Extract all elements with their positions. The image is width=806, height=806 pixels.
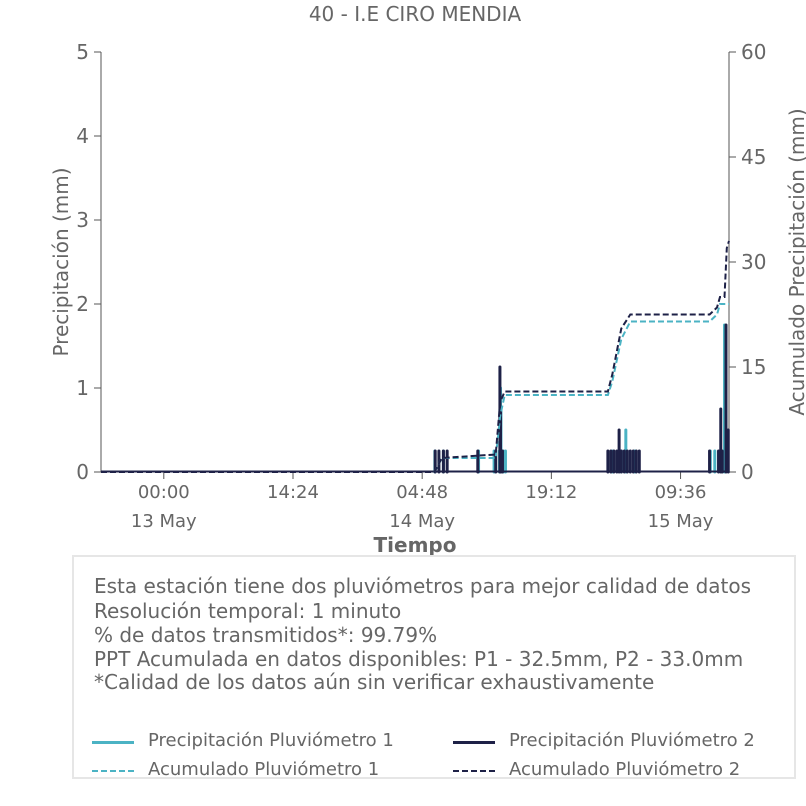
chart-title: 40 - I.E CIRO MENDIA: [309, 2, 522, 26]
y-tick-label: 5: [76, 40, 89, 64]
legend-label-acc1: Acumulado Pluviómetro 1: [148, 759, 380, 780]
legend-swatch-acc1: [92, 770, 134, 772]
legend-label-acc2: Acumulado Pluviómetro 2: [509, 759, 741, 780]
info-line-transmitted: % de datos transmitidos*: 99.79%: [94, 623, 438, 647]
info-line-quality: *Calidad de los datos aún sin verificar …: [94, 670, 655, 694]
legend-label-p2: Precipitación Pluviómetro 2: [509, 730, 755, 751]
y2-tick-label: 60: [741, 40, 766, 64]
x-tick-date-label: 15 May: [648, 511, 714, 532]
info-line-resolution: Resolución temporal: 1 minuto: [94, 599, 402, 623]
x-tick-label: 00:00: [138, 482, 190, 503]
y-tick-label: 1: [76, 376, 89, 400]
cumulative-line-2: [101, 240, 730, 473]
info-line-accumulated: PPT Acumulada en datos disponibles: P1 -…: [94, 647, 744, 671]
cumulative-line-1: [101, 303, 729, 473]
y-tick-label: 3: [76, 208, 89, 232]
y2-axis-label: Acumulado Precipitación (mm): [785, 108, 806, 415]
x-axis-label: Tiempo: [374, 533, 457, 557]
bar-series: [101, 323, 730, 474]
y-tick-label: 4: [76, 124, 89, 148]
x-tick-date-label: 14 May: [389, 511, 455, 532]
y2-tick-label: 30: [741, 250, 766, 274]
legend-swatch-p2: [453, 741, 495, 744]
y-tick-label: 0: [76, 460, 89, 484]
x-tick-label: 14:24: [267, 482, 319, 503]
legend-swatch-p1: [92, 741, 134, 744]
y-tick-label: 2: [76, 292, 89, 316]
x-tick-date-label: 13 May: [131, 511, 197, 532]
y2-tick-label: 0: [741, 460, 754, 484]
info-box: Esta estación tiene dos pluviómetros par…: [72, 555, 796, 780]
y2-tick-label: 45: [741, 145, 766, 169]
cumulative-series: [101, 240, 730, 473]
x-tick-label: 04:48: [396, 482, 448, 503]
y2-tick-label: 15: [741, 355, 766, 379]
info-line-stations: Esta estación tiene dos pluviómetros par…: [94, 574, 752, 598]
legend-label-p1: Precipitación Pluviómetro 1: [148, 730, 394, 751]
y-axis-label: Precipitación (mm): [49, 167, 73, 356]
legend-swatch-acc2: [453, 770, 495, 772]
x-tick-label: 19:12: [525, 482, 577, 503]
x-tick-label: 09:36: [655, 482, 707, 503]
